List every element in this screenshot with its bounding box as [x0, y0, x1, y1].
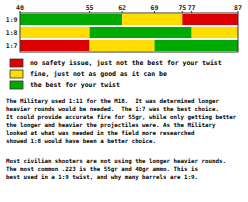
- legend-label: the best for your twist: [26, 81, 120, 89]
- annotation-line: Most civilian shooters are not using the…: [6, 158, 226, 165]
- annotation-line: It could provide accurate fire for 55gr,…: [6, 114, 237, 121]
- legend-swatch: [10, 81, 23, 89]
- annotation-line: The Military used 1:11 for the M18. It w…: [6, 98, 219, 105]
- legend: no safety issue, just not the best for y…: [10, 59, 222, 89]
- legend-label: no safety issue, just not the best for y…: [26, 59, 222, 67]
- annotation-line: The most common .223 is the 55gr and 40g…: [6, 166, 198, 173]
- bar-segment: [155, 40, 238, 51]
- plot-area: [20, 13, 238, 52]
- y-tick-label: 1:9: [6, 16, 18, 24]
- annotation-line: showed 1:8 would have been a better choi…: [6, 138, 156, 144]
- legend-label: fine, just not as good as it can be: [26, 70, 167, 78]
- annotation-line: heavier rounds would be needed. The 1:7 …: [6, 106, 219, 112]
- x-tick-label: 75: [178, 4, 186, 12]
- bar-segment: [90, 40, 155, 51]
- bars: [20, 14, 238, 51]
- y-tick-label: 1:8: [6, 29, 18, 37]
- bar-segment: [20, 14, 122, 25]
- x-tick-label: 77: [188, 4, 196, 12]
- plot-frame: [20, 13, 238, 52]
- annotation-line: looked at what was needed in the field m…: [6, 130, 195, 136]
- x-tick-label: 40: [16, 4, 24, 12]
- x-tick-label: 55: [86, 4, 94, 12]
- legend-swatch: [10, 70, 23, 78]
- annotation-line: the longer and heavier the projectiles w…: [6, 122, 216, 129]
- bar-segment: [90, 27, 192, 38]
- chart: 40 55 62 69 7577 87 1:9 1:8 1:7 no safety issue,…: [0, 0, 248, 202]
- x-tick-label: 62: [118, 4, 126, 12]
- y-tick-label: 1:7: [6, 42, 18, 50]
- bar-segment: [192, 27, 238, 38]
- x-tick-label: 69: [151, 4, 159, 12]
- legend-swatch: [10, 59, 23, 67]
- bar-segment: [122, 14, 182, 25]
- bar-segment: [20, 27, 90, 38]
- bar-segment: [20, 40, 90, 51]
- bar-segment: [182, 14, 238, 25]
- x-tick-label: 87: [234, 4, 242, 12]
- annotation-line: best used in a 1:9 twist, and why many b…: [6, 174, 198, 181]
